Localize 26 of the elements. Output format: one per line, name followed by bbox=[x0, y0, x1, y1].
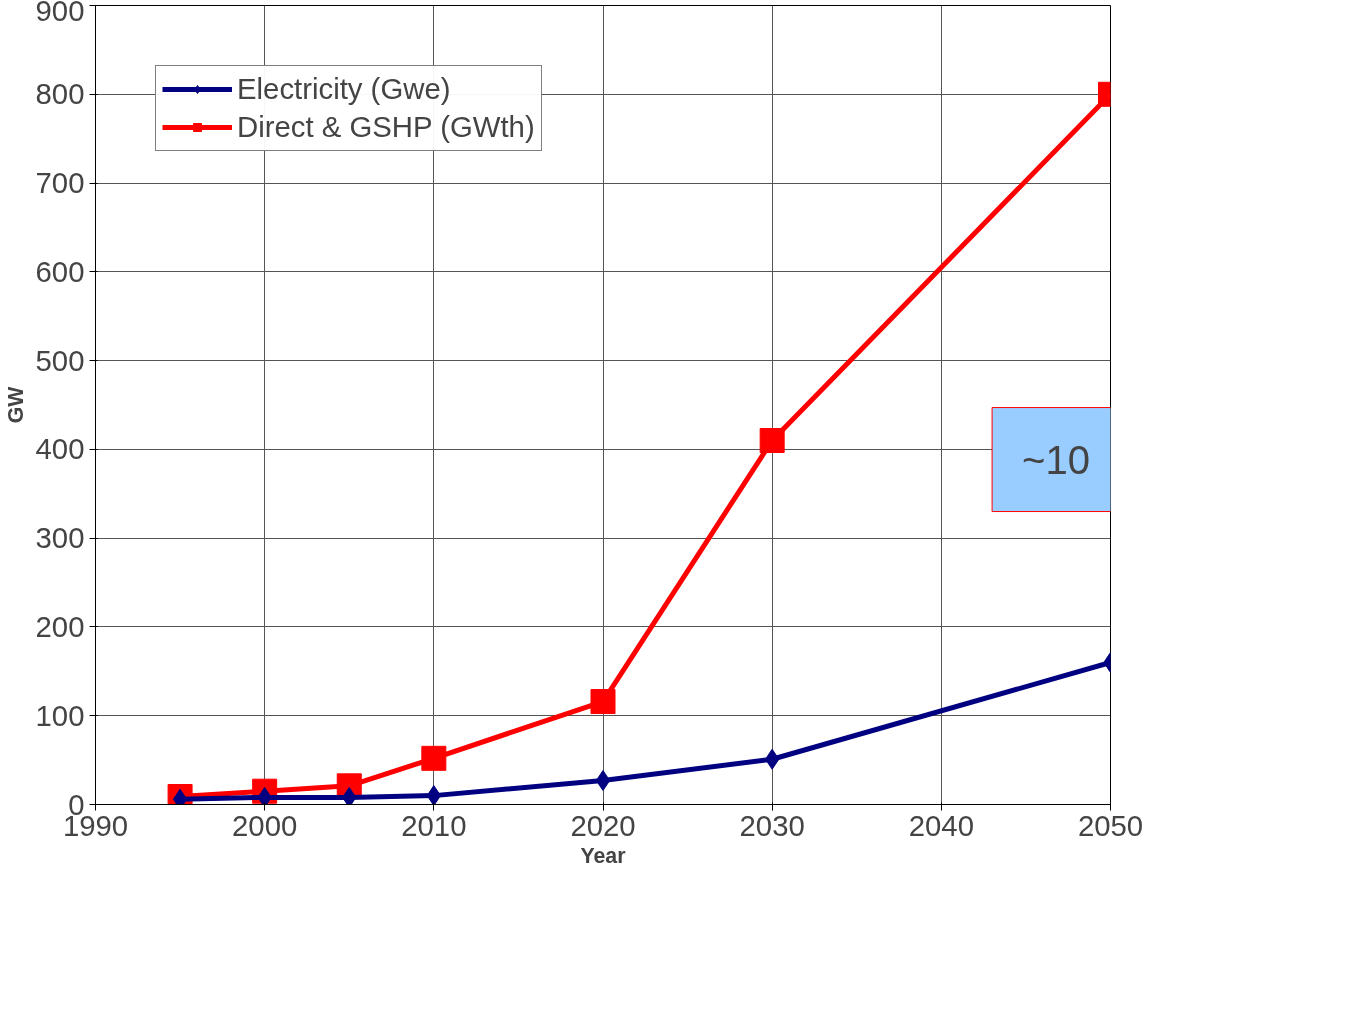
y-tick-label: 500 bbox=[35, 343, 85, 377]
y-tick-label: 200 bbox=[35, 609, 85, 643]
point bbox=[421, 745, 447, 771]
y-tick-label: 400 bbox=[35, 432, 85, 466]
point bbox=[342, 786, 357, 805]
y-tick-label: 100 bbox=[35, 698, 85, 732]
point bbox=[595, 770, 611, 792]
legend-label: Electricity (Gwe) bbox=[237, 72, 451, 106]
y-axis-title: GW bbox=[3, 385, 28, 424]
y-tick-label: 800 bbox=[35, 77, 85, 111]
y-tick-label: 600 bbox=[35, 254, 85, 288]
y-tick-label: 300 bbox=[35, 521, 85, 555]
y-tick-label: 700 bbox=[35, 166, 85, 200]
y-tick-label: 900 bbox=[35, 0, 85, 27]
annotation: ~10 bbox=[1022, 437, 1090, 482]
x-tick-label: 2010 bbox=[401, 808, 467, 842]
x-tick-label: 2000 bbox=[232, 808, 298, 842]
x-axis-title: Year bbox=[580, 843, 626, 868]
x-tick-label: 2050 bbox=[1077, 808, 1144, 842]
legend-label: Direct & GSHP (GWth) bbox=[237, 110, 535, 144]
point bbox=[590, 689, 616, 715]
x-tick-label: 2030 bbox=[739, 808, 805, 842]
x-tick-label: 2020 bbox=[570, 808, 636, 842]
point bbox=[426, 785, 441, 805]
x-tick-label: 2040 bbox=[908, 808, 974, 842]
point bbox=[759, 428, 785, 454]
